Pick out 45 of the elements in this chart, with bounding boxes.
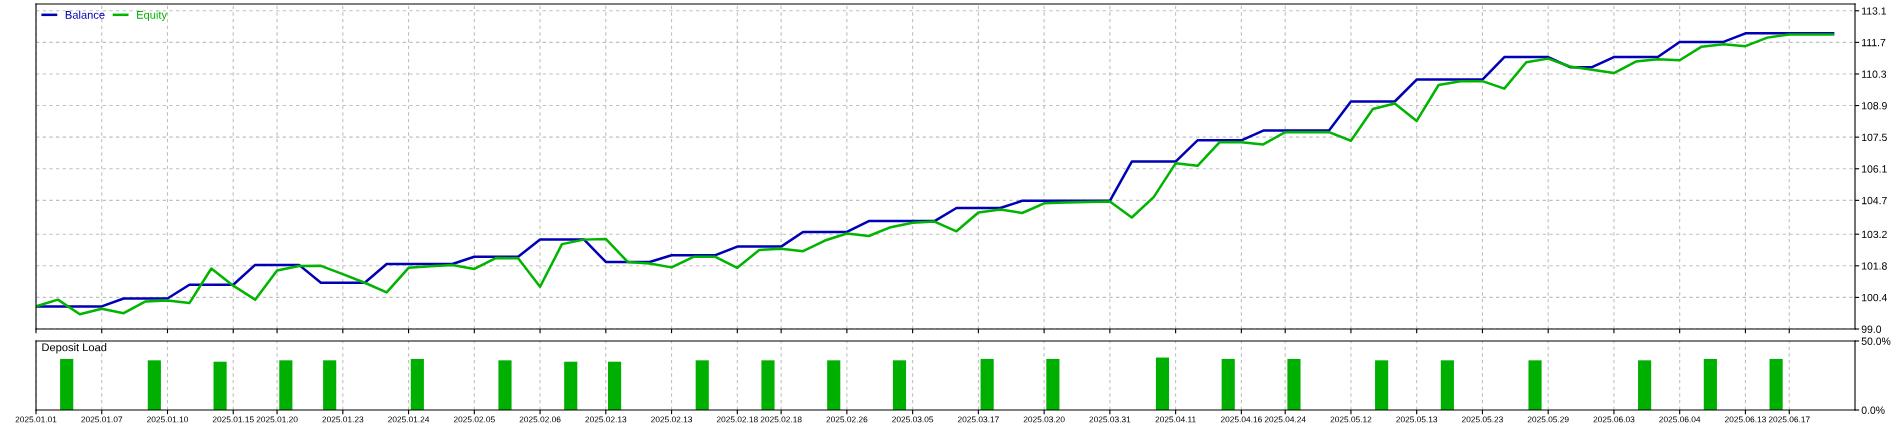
y-tick-label: 99.0 bbox=[1861, 325, 1882, 333]
y-tick-label: 107.5 bbox=[1862, 133, 1887, 142]
x-tick-label: 2025.01.10 bbox=[147, 416, 189, 423]
x-tick-label: 2025.03.20 bbox=[1023, 416, 1065, 423]
x-tick-label: 2025.05.29 bbox=[1527, 416, 1569, 423]
x-tick-label: 2025.01.15 bbox=[212, 416, 254, 423]
x-tick-label: 2025.02.18 bbox=[760, 416, 802, 423]
y-tick-label: 108.9 bbox=[1862, 102, 1887, 110]
y-tick-label: 0.0% bbox=[1861, 406, 1885, 414]
legend-label: Equity bbox=[137, 10, 168, 22]
x-tick-label: 2025.03.05 bbox=[892, 416, 934, 423]
x-tick-label: 2025.04.24 bbox=[1264, 416, 1306, 423]
y-tick-label: 110.3 bbox=[1862, 70, 1887, 78]
x-tick-label: 2025.01.24 bbox=[388, 416, 430, 423]
x-tick-label: 2025.06.03 bbox=[1593, 416, 1635, 423]
x-tick-label: 2025.06.04 bbox=[1659, 416, 1701, 423]
x-tick-label: 2025.02.18 bbox=[716, 416, 758, 423]
x-tick-label: 2025.05.12 bbox=[1330, 416, 1372, 423]
y-tick-label: 104.7 bbox=[1862, 196, 1887, 205]
x-tick-label: 2025.01.20 bbox=[256, 416, 298, 423]
x-tick-label: 2025.05.13 bbox=[1396, 416, 1438, 423]
x-tick-label: 2025.01.01 bbox=[15, 416, 57, 423]
y-tick-label: 50.0% bbox=[1861, 337, 1891, 345]
x-tick-label: 2025.01.07 bbox=[81, 416, 123, 423]
x-tick-label: 2025.02.05 bbox=[453, 416, 495, 423]
x-tick-label: 2025.06.17 bbox=[1768, 416, 1810, 423]
x-tick-label: 2025.03.31 bbox=[1089, 416, 1131, 423]
x-tick-label: 2025.02.06 bbox=[519, 416, 561, 423]
y-tick-label: 101.8 bbox=[1862, 262, 1887, 270]
x-tick-label: 2025.05.23 bbox=[1462, 416, 1503, 423]
x-tick-label: 2025.02.26 bbox=[826, 416, 868, 423]
x-tick-label: 2025.02.13 bbox=[651, 416, 693, 423]
y-tick-label: 111.7 bbox=[1862, 38, 1886, 47]
y-tick-label: 113.1 bbox=[1862, 7, 1887, 15]
chart-title: Deposit Load bbox=[42, 343, 107, 354]
legend-label: Balance bbox=[65, 10, 105, 19]
y-tick-label: 106.1 bbox=[1862, 165, 1887, 173]
x-tick-label: 2025.04.11 bbox=[1155, 416, 1196, 423]
x-tick-label: 2025.03.17 bbox=[957, 416, 999, 423]
y-tick-label: 103.2 bbox=[1862, 230, 1887, 239]
x-tick-label: 2025.06.13 bbox=[1724, 416, 1766, 423]
x-tick-label: 2025.02.13 bbox=[585, 416, 627, 423]
x-tick-label: 2025.04.16 bbox=[1220, 416, 1262, 423]
y-tick-label: 100.4 bbox=[1862, 293, 1888, 302]
x-tick-label: 2025.01.23 bbox=[322, 416, 364, 423]
